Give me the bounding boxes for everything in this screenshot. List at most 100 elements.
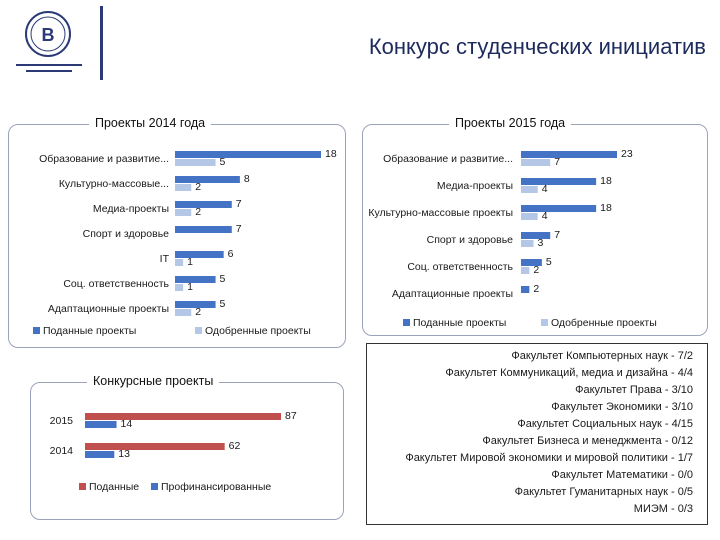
bar-approved (521, 240, 534, 247)
category-label: 2015 (50, 415, 74, 427)
legend-swatch (403, 319, 410, 326)
page-title: Конкурс студенческих инициатив (368, 34, 706, 59)
bar-submitted (521, 205, 597, 212)
category-label: Культурно-массовые проекты (368, 207, 513, 219)
data-label: 5 (220, 156, 226, 168)
data-label: 2 (195, 306, 201, 318)
category-label: Адаптационные проекты (392, 288, 513, 300)
bar-submitted (521, 178, 597, 185)
legend-swatch (33, 327, 40, 334)
category-label: Соц. ответственность (63, 278, 169, 290)
data-label: 7 (236, 198, 242, 210)
bar-submitted (175, 276, 216, 283)
legend-entry: Профинансированные (161, 481, 271, 493)
bar-submitted (521, 286, 530, 293)
data-label: 87 (285, 410, 297, 422)
bar-approved (521, 267, 530, 274)
bar-approved (175, 209, 192, 216)
legend-entry: Одобренные проекты (551, 317, 657, 329)
faculty-item: Факультет Экономики - 3/10 (551, 401, 693, 413)
data-label: 18 (600, 175, 612, 187)
faculty-item: Факультет Гуманитарных наук - 0/5 (514, 486, 693, 498)
bar-approved (175, 184, 192, 191)
bar-submitted (175, 176, 240, 183)
chart-2014-panel: Проекты 2014 года Образование и развитие… (8, 116, 346, 348)
grant-chart: 2015 87 14 2014 62 13 Поданные Профинансированн… (50, 410, 297, 493)
bar-submitted (85, 443, 225, 450)
bar-approved (175, 159, 216, 166)
data-label: 4 (542, 210, 548, 222)
chart-2014: Образование и развитие... 185Культурно-ма… (33, 148, 337, 337)
data-label: 2 (195, 206, 201, 218)
data-label: 3 (538, 237, 544, 249)
bar-submitted (175, 201, 232, 208)
legend-swatch (151, 483, 158, 490)
legend-entry: Одобренные проекты (205, 325, 311, 337)
legend-swatch (541, 319, 548, 326)
data-label: 2 (533, 283, 539, 295)
legend-entry: Поданные проекты (43, 325, 136, 337)
bar-approved (521, 186, 538, 193)
faculty-list: Факультет Компьютерных наук - 7/2 Факульт… (366, 343, 708, 525)
bar-submitted (175, 226, 232, 233)
data-label: 18 (600, 202, 612, 214)
chart-2015-panel: Проекты 2015 года Образование и развитие… (362, 116, 708, 336)
chart-2015-title: Проекты 2015 года (449, 116, 572, 130)
bar-submitted (175, 251, 224, 258)
category-label: Культурно-массовые... (59, 178, 169, 190)
category-label: Образование и развитие... (39, 153, 169, 165)
category-label: 2014 (50, 445, 74, 457)
faculty-item: Факультет Математики - 0/0 (551, 469, 693, 481)
data-label: 8 (244, 173, 250, 185)
data-label: 7 (554, 229, 560, 241)
header: В Конкурс студенческих инициатив (0, 0, 720, 86)
grant-chart-panel: Конкурсные проекты 2015 87 14 2014 62 13 Подан… (30, 374, 344, 520)
grant-chart-title: Конкурсные проекты (87, 374, 220, 388)
data-label: 4 (542, 183, 548, 195)
bar-submitted (521, 259, 542, 266)
faculty-item: Факультет Коммуникаций, медиа и дизайна … (445, 367, 693, 379)
chart-2014-title: Проекты 2014 года (89, 116, 212, 130)
legend-swatch (195, 327, 202, 334)
data-label: 2 (533, 264, 539, 276)
category-label: Спорт и здоровье (427, 234, 514, 246)
category-label: Спорт и здоровье (83, 228, 170, 240)
category-label: Медиа-проекты (437, 180, 513, 192)
bar-submitted (175, 151, 321, 158)
data-label: 7 (236, 223, 242, 235)
category-label: Образование и развитие... (383, 153, 513, 165)
svg-text:В: В (42, 25, 55, 45)
legend-entry: Поданные (89, 481, 139, 493)
data-label: 1 (187, 281, 193, 293)
data-label: 5 (220, 273, 226, 285)
data-label: 7 (554, 156, 560, 168)
data-label: 1 (187, 256, 193, 268)
data-label: 23 (621, 148, 633, 160)
chart-2015: Образование и развитие... 237Медиа-проект… (368, 148, 657, 329)
faculty-item: МИЭМ - 0/3 (633, 503, 693, 515)
data-label: 5 (546, 256, 552, 268)
data-label: 6 (228, 248, 234, 260)
legend-entry: Поданные проекты (413, 317, 506, 329)
bar-approved (85, 421, 117, 428)
category-label: Медиа-проекты (93, 203, 169, 215)
data-label: 14 (121, 418, 133, 430)
faculty-item: Факультет Социальных наук - 4/15 (517, 418, 693, 430)
faculty-item: Факультет Права - 3/10 (575, 384, 693, 396)
faculty-item: Факультет Мировой экономики и мировой по… (405, 452, 693, 464)
bar-submitted (521, 232, 551, 239)
header-divider (100, 6, 103, 80)
bar-approved (175, 284, 184, 291)
data-label: 5 (220, 298, 226, 310)
data-label: 18 (325, 148, 337, 160)
bar-approved (175, 309, 192, 316)
hse-logo: В (10, 8, 88, 82)
bar-submitted (521, 151, 617, 158)
bar-submitted (175, 301, 216, 308)
bar-approved (175, 259, 184, 266)
bar-submitted (85, 413, 281, 420)
category-label: Соц. ответственность (407, 261, 513, 273)
bar-approved (521, 159, 551, 166)
legend-swatch (79, 483, 86, 490)
data-label: 62 (229, 440, 241, 452)
